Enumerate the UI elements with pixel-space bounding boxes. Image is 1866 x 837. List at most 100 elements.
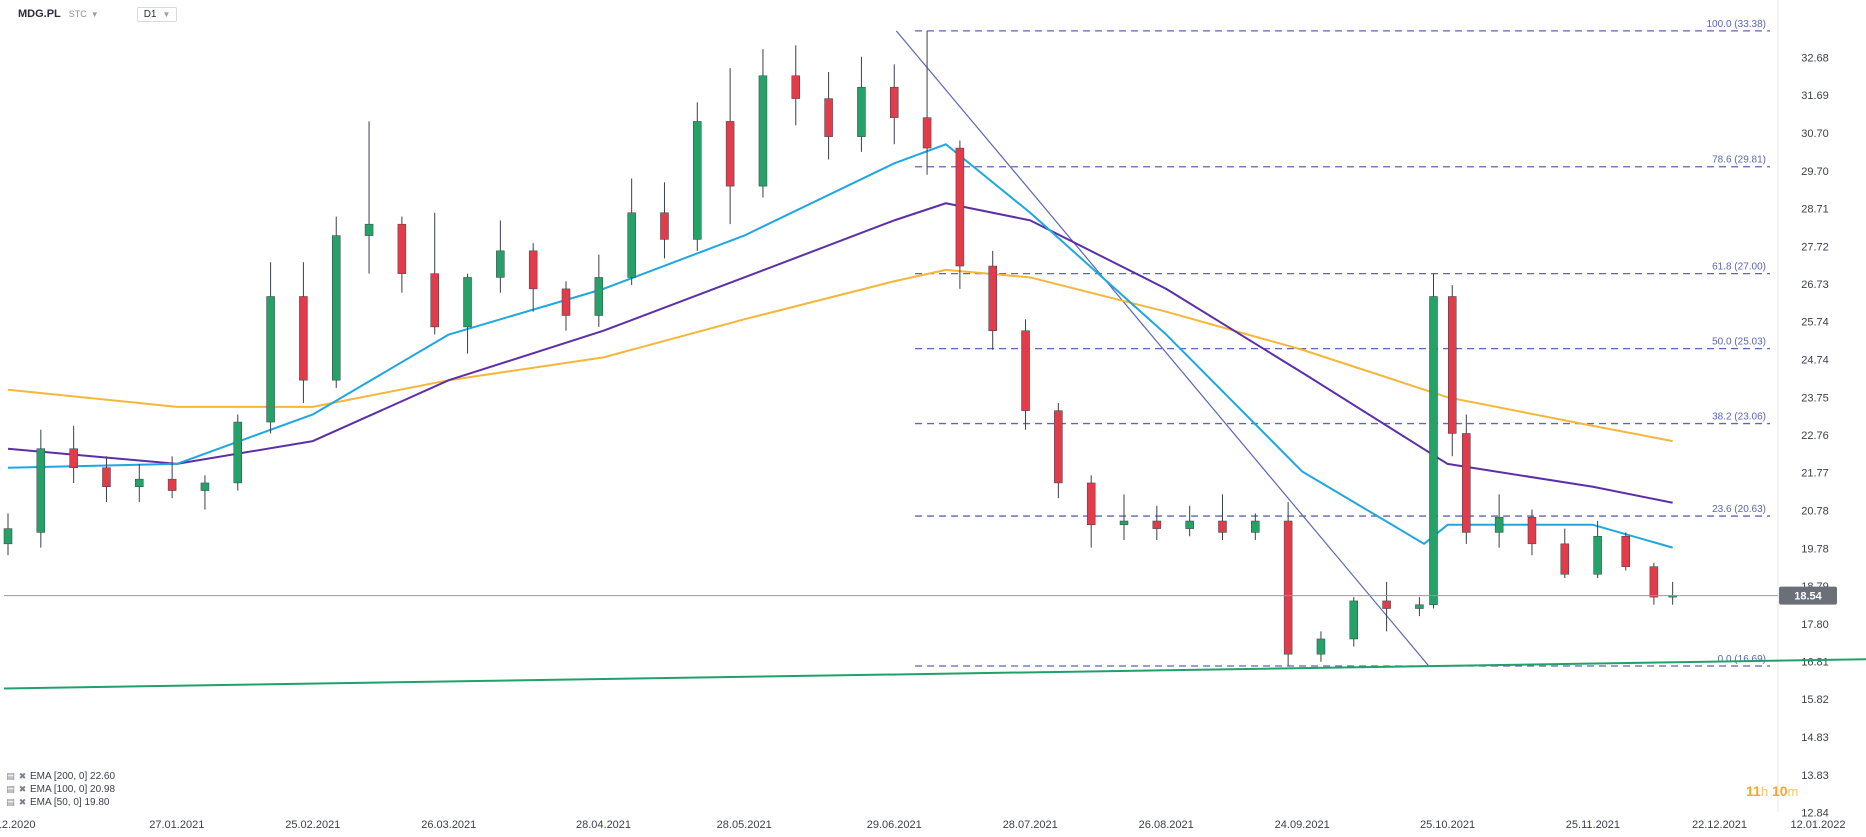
fib-level-label: 50.0 (25.03) [1712,337,1766,348]
candle-body [1251,520,1260,533]
legend-label: EMA [50, 0] 19.80 [30,797,110,808]
candle [1021,319,1030,430]
candle [1527,509,1537,556]
candle-body [594,277,604,316]
candle-body [496,250,505,278]
y-tick-label: 29.70 [1801,166,1829,178]
candle-body [528,250,538,290]
candle-body [102,467,111,488]
x-tick-label: 25.02.2021 [285,819,340,831]
candle [660,182,669,259]
settings-icon[interactable]: ▤ [6,797,15,807]
candle-body [331,235,341,381]
legend-item-ema-100[interactable]: ▤ ✖ EMA [100, 0] 20.98 [6,783,115,796]
candle [1185,505,1194,537]
candle [299,262,308,404]
y-tick-label: 28.71 [1801,204,1829,216]
candle-body [1560,543,1570,575]
candle-body [36,448,46,533]
candle [1382,581,1391,632]
countdown-minutes: 10 [1771,783,1788,799]
candle-body [1152,520,1162,529]
candle [528,243,538,312]
chevron-down-icon: ▼ [90,9,99,19]
candle [1054,403,1063,499]
fib-diagonal-line [895,30,1430,667]
candle [135,463,144,502]
indicator-legend: ▤ ✖ EMA [200, 0] 22.60 ▤ ✖ EMA [100, 0] … [6,770,115,809]
chart-header: MDG.PL STC ▼ D1 ▼ [0,0,178,28]
close-icon[interactable]: ✖ [18,784,27,794]
y-tick-label: 30.70 [1801,128,1829,140]
timeframe-selector[interactable]: D1 ▼ [136,6,178,22]
candle [3,513,13,556]
settings-icon[interactable]: ▤ [6,771,15,781]
timeframe-label: D1 [143,8,157,20]
candle-body [167,478,177,491]
y-tick-label: 23.75 [1801,392,1829,404]
candle [988,250,997,350]
legend-item-ema-50[interactable]: ▤ ✖ EMA [50, 0] 19.80 [6,796,115,809]
candle-body [1429,296,1438,605]
candle [430,212,439,335]
ema-line-50 [7,143,1673,549]
candle [496,220,505,293]
y-tick-label: 21.77 [1801,468,1829,480]
countdown-minutes-unit: m [1787,784,1799,799]
candle [463,273,472,354]
candle [1494,494,1504,548]
close-icon[interactable]: ✖ [18,797,27,807]
ema-line-200 [7,268,1673,443]
candle [1668,581,1677,605]
y-tick-label: 17.80 [1801,619,1829,631]
x-tick-label: 26.03.2021 [421,819,476,831]
y-tick-label: 27.72 [1801,241,1829,253]
ema-line-100 [7,202,1673,504]
candle [955,140,965,289]
candle [1152,505,1162,541]
candle-body [561,288,571,316]
candle [233,414,243,491]
candle-body [1086,482,1096,526]
candle-body [364,223,374,236]
candle-countdown: 11h 10m [1746,783,1798,799]
candle-body [660,212,669,240]
candle-body [397,223,407,274]
candle [200,475,210,510]
candle [1349,597,1359,647]
settings-icon[interactable]: ▤ [6,784,15,794]
candle-body [1185,520,1194,529]
candle-body [1649,566,1659,598]
candle [594,254,604,327]
close-icon[interactable]: ✖ [18,771,27,781]
candle-body [1527,516,1537,545]
symbol-label[interactable]: MDG.PL [18,8,61,20]
candle [1447,285,1457,457]
fib-level-label: 78.6 (29.81) [1712,155,1766,166]
candle [1316,631,1326,662]
candle [1593,521,1602,579]
candle-body [463,277,472,328]
support-trendline [3,658,1866,690]
candle-body [266,296,275,423]
candle [36,429,46,548]
candle [561,281,571,331]
y-tick-label: 13.83 [1801,770,1829,782]
candle-body [69,448,78,468]
legend-item-ema-200[interactable]: ▤ ✖ EMA [200, 0] 22.60 [6,770,115,783]
current-price-badge [1779,586,1837,605]
x-tick-label: 22.12.2021 [1692,819,1747,831]
x-tick-label: 25.11.2021 [1566,819,1620,831]
candle [1649,562,1659,605]
candle [857,56,866,152]
price-axis [1778,0,1866,837]
candle [627,178,636,286]
candle-body [430,273,439,328]
market-tag[interactable]: STC ▼ [69,9,99,19]
x-tick-label: 28.07.2021 [1003,819,1058,831]
candle [889,64,899,145]
current-price-label: 18.54 [1794,591,1822,603]
y-tick-label: 20.78 [1801,505,1829,517]
candle [331,216,341,388]
